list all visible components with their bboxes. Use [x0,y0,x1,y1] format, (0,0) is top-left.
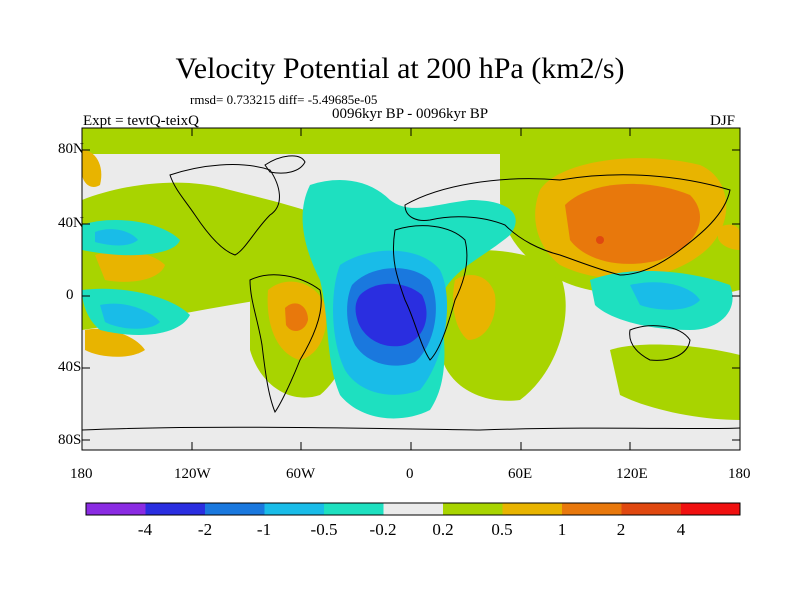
field-dateline-orange [718,224,740,250]
field-asia-peak [596,236,604,244]
colorbar-box [562,503,622,515]
lon-label: 60E [508,466,533,482]
field-arctic-orange [82,150,102,187]
period-text: 0096kyr BP - 0096kyr BP [331,106,489,122]
field-southpacific-positive [610,344,740,420]
lat-label: 80N [58,141,84,157]
colorbar-label: -0.5 [310,520,338,539]
lon-label: 120W [174,466,211,482]
field-atlantic-core [355,283,427,347]
colorbar-label: -1 [256,520,272,539]
lon-label: 60W [286,466,316,482]
field-pacific-orange [95,251,165,282]
colorbar-label: 4 [676,520,686,539]
lat-label: 0 [66,287,74,303]
coast-eurasia [404,174,731,276]
colorbar-box [502,503,562,515]
stats-text: rmsd= 0.733215 diff= -5.49685e-05 [190,92,378,107]
colorbar-label: -4 [137,520,153,539]
colorbar-box [324,503,384,515]
field-southpacific-orange [85,328,145,357]
coast-greenland [264,155,306,174]
colorbar-box [86,503,146,515]
contour-field [82,128,740,450]
field-africa-east-orange [453,275,496,340]
field-indonesia-light-blue [630,282,700,310]
field-asia-core [565,183,700,264]
colorbar-label: -2 [197,520,213,539]
colorbar-box [443,503,503,515]
colorbar-box [145,503,205,515]
colorbar-frame [85,502,741,516]
colorbar-box [621,503,681,515]
lon-ticks [81,128,741,450]
coast-australia [629,325,691,361]
coast-antarctica [82,426,740,431]
colorbar-label: 0.5 [491,520,513,539]
colorbar [85,502,741,516]
colorbar-label: 1 [557,520,567,539]
lat-label: 40S [58,359,82,375]
colorbar-box [383,503,443,515]
colorbar-box [264,503,324,515]
colorbar-box [205,503,265,515]
season-label: DJF [710,113,736,129]
coast-south-america [249,274,322,414]
lon-label: 180 [728,466,751,482]
lon-label: 120E [616,466,648,482]
lat-label: 40N [58,215,84,231]
colorbar-label: 0.2 [432,520,454,539]
field-southpacific-light-blue [100,303,160,329]
coast-africa [392,225,468,361]
lat-label: 80S [58,432,82,448]
lat-ticks [82,149,740,441]
experiment-label: Expt = tevtQ-teixQ [83,113,199,129]
field-samerica-core [285,303,308,332]
lon-label: 0 [406,466,414,482]
lon-label: 180 [70,466,93,482]
colorbar-box [681,503,740,515]
colorbar-label: -0.2 [369,520,397,539]
coastlines [82,155,740,431]
plot-title: Velocity Potential at 200 hPa (km2/s) [175,52,625,85]
field-pacific-light-blue [95,229,138,246]
coast-north-america [169,164,280,256]
colorbar-label: 2 [616,520,626,539]
